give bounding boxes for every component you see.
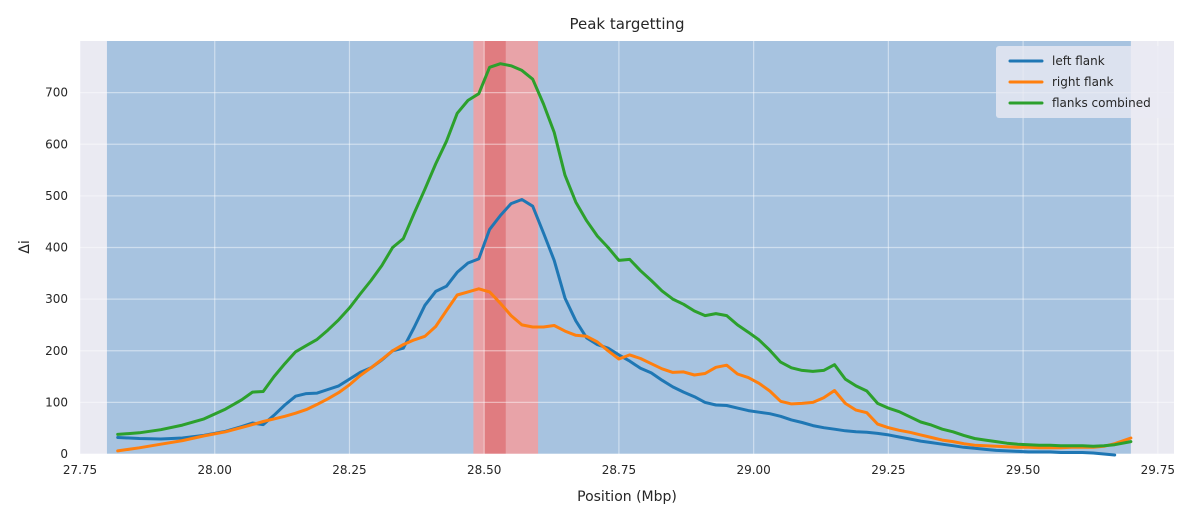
x-tick-label: 28.25: [332, 463, 366, 477]
y-axis-ticks: 0 100 200 300 400 500 600 700: [45, 86, 68, 461]
legend-box: [996, 46, 1174, 118]
x-tick-label: 28.00: [198, 463, 232, 477]
y-tick-label: 700: [45, 86, 68, 100]
x-tick-label: 29.75: [1141, 463, 1175, 477]
legend-label-flanks-combined: flanks combined: [1052, 96, 1151, 110]
series-line-left-flank: [116, 198, 1117, 457]
y-tick-label: 300: [45, 292, 68, 306]
legend-label-left-flank: left flank: [1052, 54, 1105, 68]
x-tick-label: 29.00: [736, 463, 770, 477]
y-axis-label: Δi: [17, 240, 33, 253]
legend-label-right-flank: right flank: [1052, 75, 1114, 89]
x-tick-label: 29.25: [871, 463, 905, 477]
y-tick-label: 400: [45, 241, 68, 255]
series-lines: [116, 62, 1133, 457]
series-line-flanks-combined: [116, 62, 1133, 448]
x-axis-label: Position (Mbp): [577, 489, 677, 505]
x-tick-label: 29.50: [1006, 463, 1040, 477]
y-tick-label: 100: [45, 395, 68, 409]
legend: left flank right flank flanks combined: [996, 46, 1174, 118]
y-tick-label: 500: [45, 189, 68, 203]
shaded-region-0: [106, 41, 1131, 454]
shaded-regions: [106, 41, 1131, 454]
shaded-region-2: [484, 41, 506, 454]
y-tick-label: 0: [60, 447, 68, 461]
y-tick-label: 600: [45, 137, 68, 151]
x-tick-label: 28.50: [467, 463, 501, 477]
x-axis-ticks: 27.75 28.00 28.25 28.50 28.75 29.00 29.25 29.50…: [63, 463, 1175, 477]
x-tick-label: 28.75: [602, 463, 636, 477]
y-tick-label: 200: [45, 344, 68, 358]
chart-title: Peak targetting: [569, 15, 684, 33]
series-line-right-flank: [116, 287, 1133, 453]
x-tick-label: 27.75: [63, 463, 97, 477]
